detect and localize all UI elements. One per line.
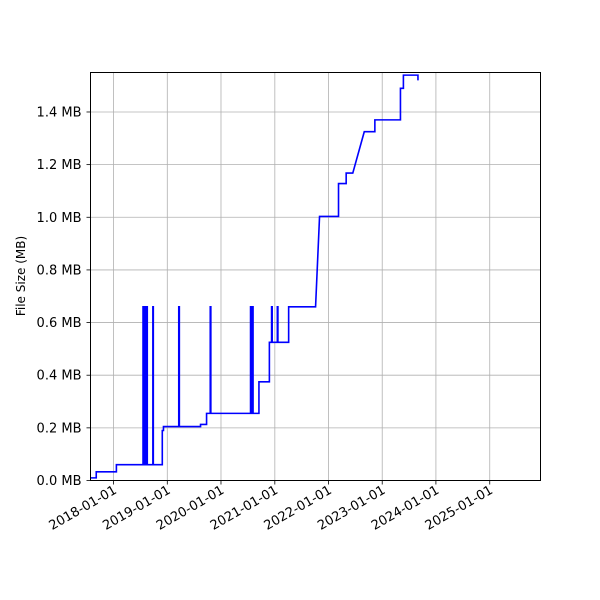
y-tick-label: 1.2 MB	[37, 158, 82, 173]
y-tick-label: 0.8 MB	[37, 263, 82, 278]
y-tick-label: 0.0 MB	[37, 474, 82, 489]
y-tick-label: 1.4 MB	[37, 105, 82, 120]
y-tick-label: 1.0 MB	[37, 211, 82, 226]
grid-lines	[90, 72, 541, 481]
y-axis-label: File Size (MB)	[14, 236, 28, 316]
y-tick-label: 0.2 MB	[37, 421, 82, 436]
y-tick-label: 0.6 MB	[37, 316, 82, 331]
x-axis-ticks: 2018-01-012019-01-012020-01-012021-01-01…	[47, 480, 496, 534]
y-tick-label: 0.4 MB	[37, 369, 82, 384]
series-layer	[90, 74, 419, 479]
y-axis-ticks: 0.0 MB 0.2 MB 0.4 MB 0.6 MB 0.8 MB 1.0 MB 1.2 …	[37, 105, 91, 489]
plot-area-frame	[90, 72, 541, 481]
file-size-series-line	[90, 74, 419, 479]
